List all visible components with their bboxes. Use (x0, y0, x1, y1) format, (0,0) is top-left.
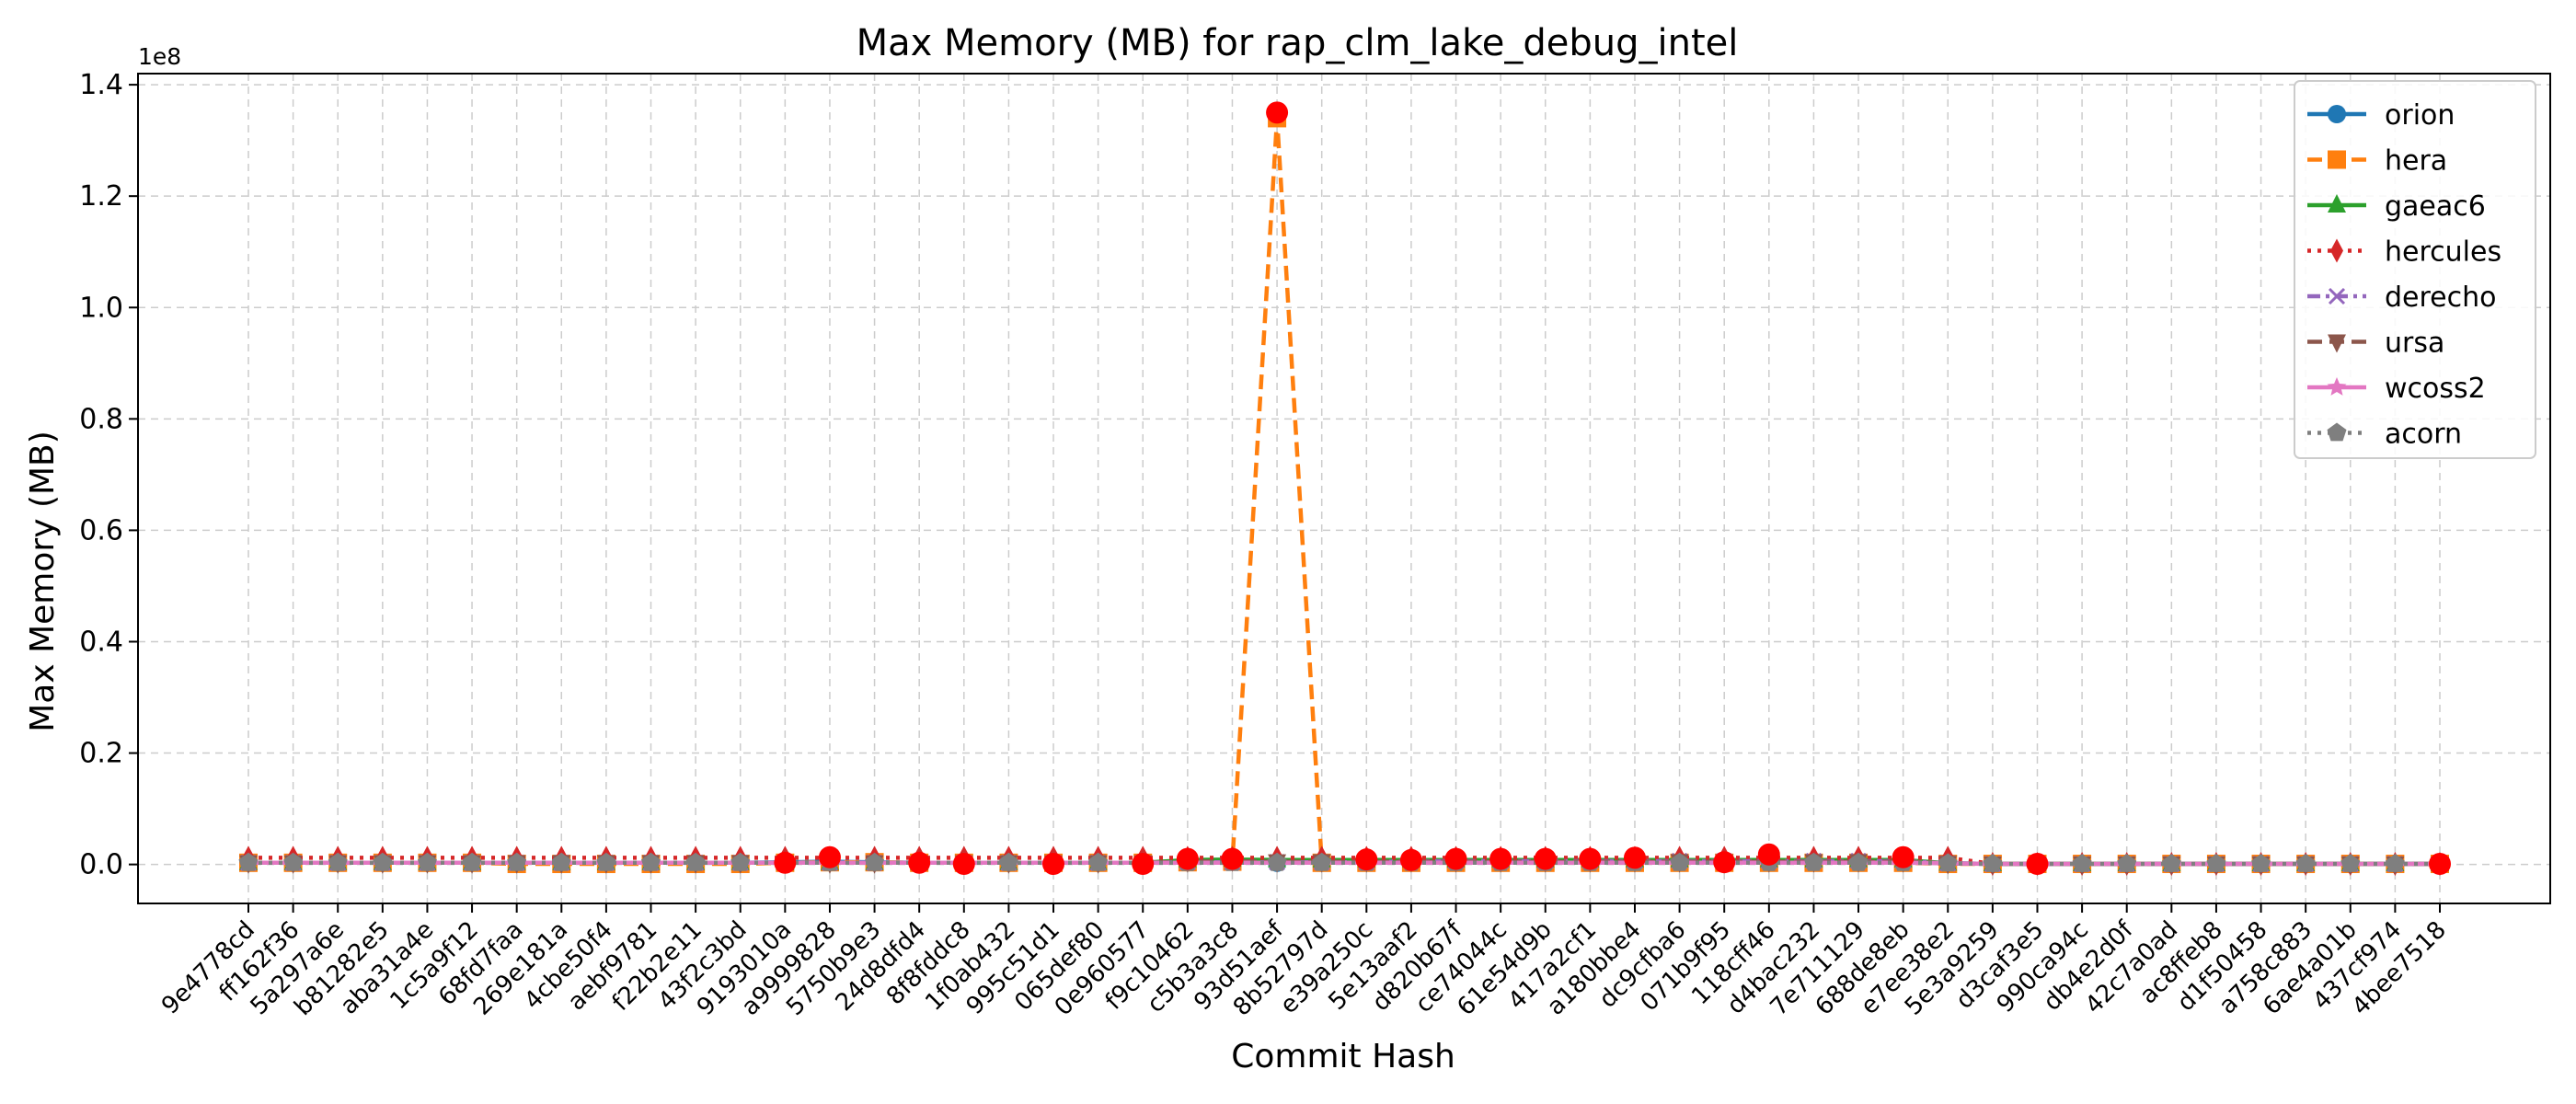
data-point-acorn (1848, 852, 1869, 871)
legend-item-ursa: ursa (2307, 328, 2444, 360)
data-point-acorn (238, 852, 259, 871)
highlight-point (1489, 847, 1512, 870)
data-point-acorn (1670, 852, 1690, 871)
y-tick-label: 0.2 (79, 738, 123, 770)
legend-label: orion (2385, 99, 2455, 132)
y-tick-label: 1.2 (79, 180, 123, 213)
legend-label: derecho (2385, 282, 2497, 314)
legend: orion hera gaeac6 hercules derecho ursa wcoss2… (2294, 80, 2536, 459)
legend-label: wcoss2 (2385, 373, 2486, 405)
highlight-point (952, 853, 975, 876)
y-tick-label: 1.0 (79, 292, 123, 324)
data-point-acorn (2072, 854, 2092, 872)
highlight-point (1355, 848, 1378, 871)
data-point-acorn (418, 852, 437, 871)
legend-marker (2328, 150, 2346, 169)
data-point-acorn (2385, 854, 2405, 872)
data-point-acorn (462, 852, 482, 871)
data-point-acorn (283, 852, 304, 871)
data-point-acorn (865, 852, 884, 871)
legend-item-derecho: derecho (2307, 282, 2497, 314)
data-point-acorn (1267, 852, 1287, 871)
legend-label: gaeac6 (2385, 190, 2486, 223)
highlight-point (2026, 853, 2049, 876)
x-axis-label: Commit Hash (1231, 1038, 1455, 1075)
data-point-acorn (1088, 852, 1109, 871)
x-axis: 9e4778cdff162f365a297a6eb81282e5aba31a4e… (156, 903, 2452, 1021)
highlight-point (1579, 847, 1602, 870)
legend-marker (2327, 422, 2347, 442)
data-point-acorn (1804, 852, 1823, 871)
data-point-acorn (507, 852, 527, 871)
data-point-acorn (685, 852, 706, 871)
data-point-acorn (2161, 854, 2181, 872)
highlight-point (1534, 847, 1557, 870)
highlight-point (1042, 853, 1065, 876)
data-point-acorn (1312, 852, 1332, 871)
legend-marker (2327, 377, 2347, 396)
grid (138, 74, 2550, 903)
chart-title: Max Memory (MB) for rap_clm_lake_debug_i… (857, 22, 1739, 64)
y-tick-label: 1.4 (79, 69, 123, 101)
data-point-acorn (1983, 854, 2003, 872)
legend-marker (2328, 105, 2346, 123)
data-point-acorn (328, 852, 348, 871)
highlight-point (1713, 851, 1736, 874)
y-axis: 0.0 0.2 0.4 0.6 0.8 1.0 1.2 1.4 (79, 69, 138, 881)
legend-label: hercules (2385, 236, 2501, 269)
data-point-acorn (2206, 854, 2226, 872)
legend-marker (2330, 238, 2343, 263)
y-tick-label: 0.4 (79, 626, 123, 658)
data-point-acorn (2251, 854, 2271, 872)
highlight-layer (774, 101, 2451, 876)
highlight-point (1757, 843, 1780, 866)
data-point-acorn (373, 852, 393, 871)
data-point-acorn (2340, 854, 2361, 872)
highlight-point (1623, 846, 1646, 869)
legend-item-gaeac6: gaeac6 (2307, 190, 2486, 223)
highlight-point (2429, 853, 2451, 876)
legend-label: hera (2385, 145, 2447, 178)
legend-label: ursa (2385, 328, 2444, 360)
legend-item-acorn: acorn (2307, 419, 2462, 451)
legend-item-wcoss2: wcoss2 (2307, 373, 2486, 405)
legend-item-hercules: hercules (2307, 236, 2501, 269)
legend-box (2294, 80, 2536, 459)
y-tick-label: 0.8 (79, 403, 123, 435)
highlight-point (774, 851, 797, 874)
highlight-point (1444, 847, 1467, 870)
data-point-acorn (998, 852, 1018, 871)
y-tick-label: 0.6 (79, 514, 123, 546)
highlight-point (1176, 847, 1199, 870)
highlight-point (1892, 845, 1915, 868)
data-point-acorn (641, 852, 661, 871)
legend-item-orion: orion (2307, 99, 2455, 132)
legend-marker (2328, 194, 2346, 213)
data-point-acorn (596, 852, 616, 871)
y-axis-label: Max Memory (MB) (24, 431, 62, 732)
highlight-point (1266, 101, 1289, 124)
legend-label: acorn (2385, 419, 2462, 451)
data-point-acorn (551, 852, 571, 871)
legend-item-hera: hera (2307, 145, 2447, 178)
y-tick-label: 0.0 (79, 849, 123, 881)
highlight-point (1132, 853, 1155, 876)
highlight-point (818, 845, 841, 868)
legend-marker (2328, 334, 2346, 353)
plot-area (137, 73, 2551, 904)
y-offset-label: 1e8 (138, 43, 181, 70)
data-point-acorn (1938, 853, 1958, 872)
legend-marker (2328, 287, 2346, 305)
data-point-acorn (730, 852, 751, 871)
highlight-point (1399, 848, 1422, 871)
highlight-point (1221, 847, 1244, 870)
highlight-point (908, 851, 931, 874)
data-point-acorn (2295, 854, 2316, 872)
data-point-acorn (2117, 854, 2137, 872)
